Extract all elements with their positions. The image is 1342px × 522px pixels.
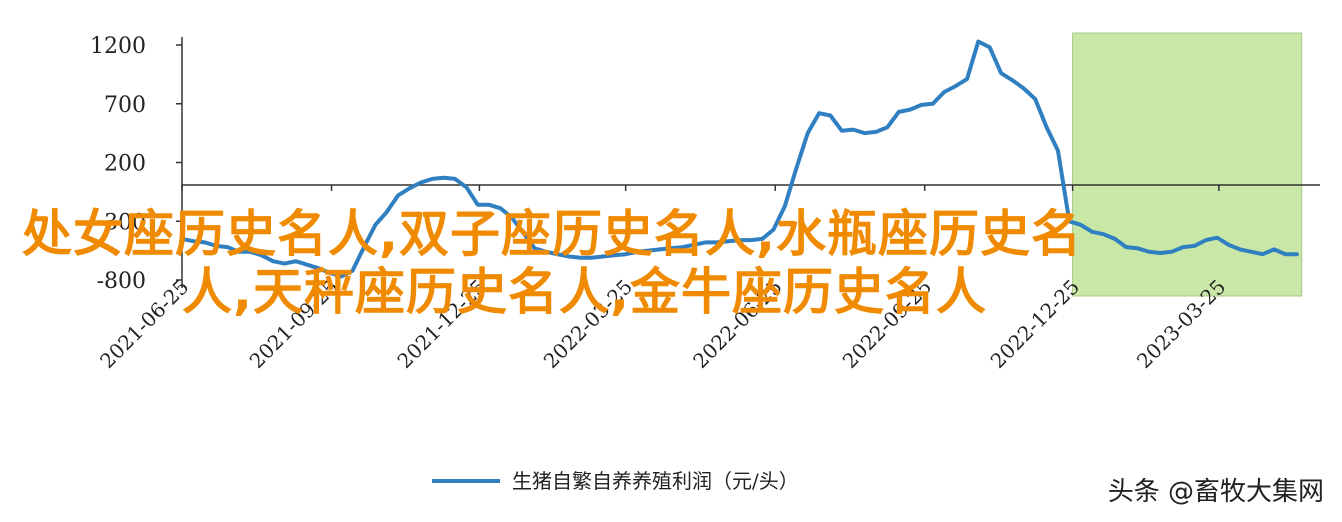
y-tick-label: 700 — [104, 93, 146, 118]
legend: 生猪自繁自养养殖利润（元/头） — [432, 469, 799, 493]
y-tick-label: -800 — [97, 269, 146, 294]
y-tick-label: -300 — [97, 210, 146, 235]
y-axis: 1200 700 200 -300 -800 — [90, 34, 183, 294]
y-tick-label: 1200 — [90, 34, 146, 59]
y-tick-label: 200 — [104, 152, 146, 177]
headline-line-1: 处女座历史名人,双子座历史名人,水瓶座历史名 — [22, 205, 1082, 263]
headline-line-2: 人,天秤座历史名人,金牛座历史名人 — [182, 263, 987, 321]
headline-overlay: 处女座历史名人,双子座历史名人,水瓶座历史名 人,天秤座历史名人,金牛座历史名人 — [22, 205, 1322, 321]
watermark: 头条 @畜牧大集网 — [1107, 477, 1324, 507]
series-line — [180, 39, 1299, 279]
legend-label: 生猪自繁自养养殖利润（元/头） — [512, 469, 799, 493]
